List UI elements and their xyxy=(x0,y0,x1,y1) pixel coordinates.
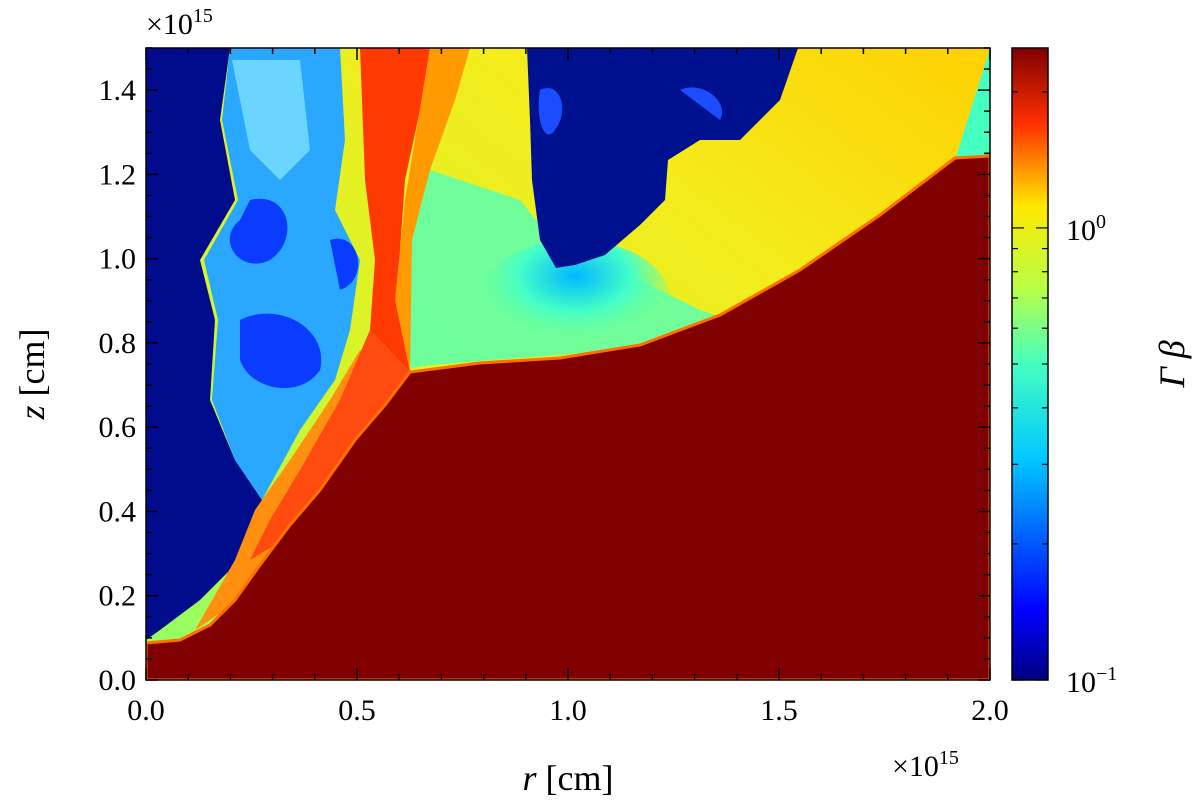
y-axis-title: z [cm] xyxy=(12,329,52,421)
blob-low-velocity xyxy=(527,48,798,268)
turbulent-cyan xyxy=(204,48,360,500)
shell-red xyxy=(360,48,430,372)
y-tick-label: 0.8 xyxy=(99,327,137,360)
shell-lower-red xyxy=(250,330,410,560)
y-tick-label: 1.4 xyxy=(99,74,137,107)
colorbar: 100 10−1 Γ β xyxy=(1011,47,1192,699)
x-tick-label: 1.0 xyxy=(549,694,587,727)
shell-orange xyxy=(395,48,470,372)
heatmap xyxy=(146,48,990,680)
y-tick-labels: 0.0 0.2 0.4 0.6 0.8 1.0 1.2 1.4 xyxy=(99,74,137,697)
x-tick-label: 0.5 xyxy=(338,694,376,727)
corner-cyan xyxy=(955,48,990,160)
x-tick-label: 1.5 xyxy=(760,694,798,727)
colorbar-tick-label-top: 100 xyxy=(1066,211,1106,247)
y-tick-label: 0.6 xyxy=(99,411,137,444)
turbulent-eddies xyxy=(229,198,359,389)
colorbar-label: Γ β xyxy=(1152,340,1192,388)
x-tick-label: 0.0 xyxy=(127,694,165,727)
blob-edge xyxy=(538,87,722,135)
y-tick-label: 1.2 xyxy=(99,158,137,191)
ambient-left xyxy=(146,48,262,640)
y-multiplier: ×1015 xyxy=(146,5,213,41)
x-tick-labels: 0.0 0.5 1.0 1.5 2.0 xyxy=(127,694,1009,727)
x-tick-label: 2.0 xyxy=(971,694,1009,727)
y-tick-label: 1.0 xyxy=(99,243,137,276)
axis-ticks xyxy=(145,47,991,681)
colorbar-tick-label-bottom: 10−1 xyxy=(1066,663,1117,699)
y-tick-label: 0.4 xyxy=(99,495,137,528)
y-tick-label: 0.2 xyxy=(99,580,137,613)
dense-interior xyxy=(146,154,990,680)
wake-core xyxy=(480,240,670,360)
y-tick-label: 0.0 xyxy=(99,664,137,697)
turbulent-light xyxy=(232,60,310,180)
x-multiplier: ×1015 xyxy=(892,747,959,783)
colorbar-ticks xyxy=(1012,91,1048,681)
x-axis-title: r [cm] xyxy=(523,758,614,798)
